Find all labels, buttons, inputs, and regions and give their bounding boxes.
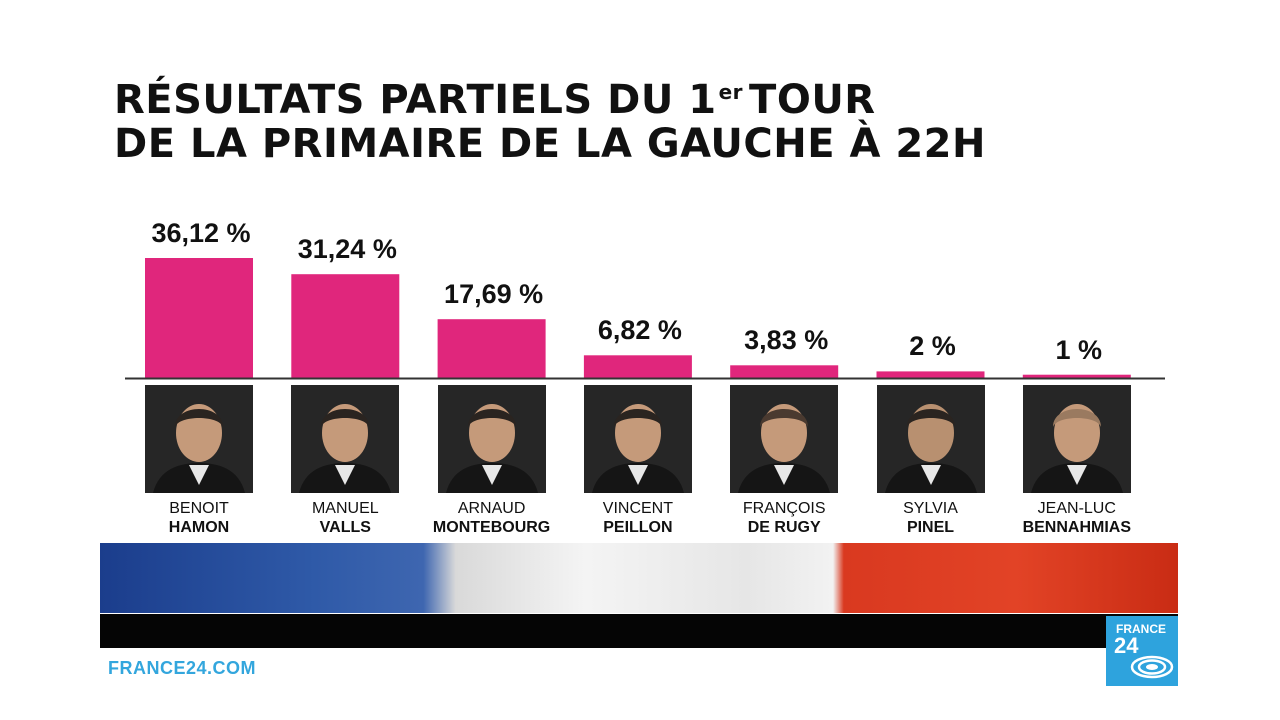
candidate-name-3: ARNAUD MONTEBOURG — [412, 499, 572, 537]
bar-3 — [437, 319, 546, 378]
title-line-1-text: RÉSULTATS PARTIELS DU 1 — [114, 77, 717, 123]
candidate-last-name: PEILLON — [603, 519, 673, 536]
candidate-first-name: ARNAUD — [457, 500, 526, 517]
candidate-first-name: FRANÇOIS — [742, 500, 826, 517]
site-link[interactable]: FRANCE24.COM — [108, 658, 257, 678]
candidate-name-7: JEAN-LUC BENNAHMIAS — [997, 499, 1157, 537]
value-label-4: 6,82 % — [597, 315, 682, 346]
logo-line-1: FRANCE — [1116, 622, 1166, 636]
candidate-first-name: VINCENT — [602, 500, 673, 517]
candidate-last-name: MONTEBOURG — [432, 519, 551, 536]
value-label-2: 31,24 % — [297, 234, 397, 265]
french-flag-banner — [100, 543, 1178, 613]
candidate-photo-2 — [291, 385, 400, 493]
candidate-name-5: FRANÇOIS DE RUGY — [704, 499, 864, 537]
candidate-first-name: MANUEL — [311, 500, 379, 517]
bar-6 — [876, 371, 985, 378]
candidate-name-6: SYLVIA PINEL — [851, 499, 1011, 537]
bar-2 — [291, 274, 400, 378]
value-label-3: 17,69 % — [444, 279, 544, 310]
value-label-5: 3,83 % — [744, 325, 829, 356]
title-superscript: er — [718, 79, 744, 104]
candidate-name-1: BENOIT HAMON — [119, 499, 279, 537]
candidate-photo-1 — [145, 385, 253, 493]
candidate-first-name: BENOIT — [169, 500, 229, 517]
candidate-photo-5 — [730, 385, 839, 493]
title-line-1-end: TOUR — [749, 77, 876, 123]
candidate-photo-7 — [1022, 385, 1131, 493]
candidate-first-name: JEAN-LUC — [1037, 500, 1116, 517]
signal-waves-icon — [1130, 655, 1174, 679]
candidate-photo-4 — [583, 385, 692, 493]
candidate-last-name: HAMON — [168, 519, 230, 536]
logo-line-2: 24 — [1114, 633, 1139, 658]
bar-1 — [145, 258, 253, 378]
value-label-1: 36,12 % — [151, 218, 251, 248]
candidate-last-name: BENNAHMIAS — [1022, 519, 1132, 536]
value-label-7: 1 % — [1055, 334, 1103, 365]
black-band — [100, 614, 1178, 648]
france24-logo: FRANCE 24 — [1106, 616, 1178, 686]
candidate-last-name: VALLS — [319, 519, 371, 536]
candidate-last-name: PINEL — [906, 519, 955, 536]
bar-7 — [1022, 374, 1131, 378]
candidate-last-name: DE RUGY — [747, 519, 821, 536]
candidate-name-2: MANUEL VALLS — [265, 499, 425, 537]
title-line-1: RÉSULTATS PARTIELS DU 1 er TOUR — [114, 78, 1214, 122]
candidate-photo-6 — [876, 385, 985, 493]
bar-4 — [583, 355, 692, 378]
value-label-6: 2 % — [909, 331, 956, 362]
bar-5 — [730, 365, 839, 378]
title-line-2: DE LA PRIMAIRE DE LA GAUCHE À 22H — [114, 121, 986, 167]
chart-title: RÉSULTATS PARTIELS DU 1 er TOUR DE LA PRIM… — [114, 78, 1214, 166]
candidate-photo-3 — [437, 385, 546, 493]
candidate-first-name: SYLVIA — [903, 500, 958, 517]
candidate-name-4: VINCENT PEILLON — [558, 499, 718, 537]
